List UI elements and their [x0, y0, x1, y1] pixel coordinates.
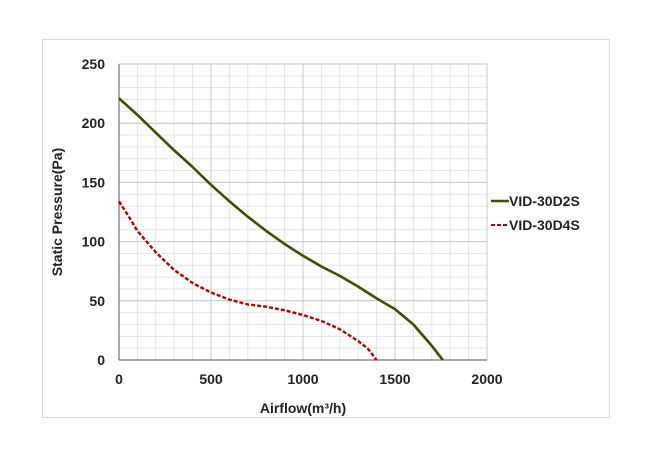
x-tick-label: 0 — [115, 371, 123, 387]
x-axis-title: Airflow(m³/h) — [260, 400, 346, 416]
legend-label-1: VID-30D2S — [509, 193, 580, 209]
chart-frame: 0 500 1000 1500 2000 0 50 100 150 200 250 Airflow… — [42, 39, 610, 418]
series-line-1 — [118, 97, 444, 361]
legend-label-2: VID-30D4S — [509, 217, 580, 233]
series-lines — [117, 97, 444, 361]
series-line-2 — [117, 200, 378, 361]
y-tick-label: 0 — [97, 352, 105, 368]
x-tick-label: 2000 — [471, 371, 502, 387]
y-axis-title: Static Pressure(Pa) — [49, 148, 65, 276]
y-tick-labels: 0 50 100 150 200 250 — [82, 56, 106, 368]
plot-axes — [118, 64, 487, 361]
y-tick-label: 200 — [82, 115, 106, 131]
x-tick-label: 500 — [199, 371, 223, 387]
legend: VID-30D2S VID-30D4S — [491, 193, 580, 233]
y-tick-label: 150 — [82, 174, 106, 190]
y-tick-label: 100 — [82, 234, 106, 250]
x-tick-label: 1500 — [379, 371, 410, 387]
x-tick-labels: 0 500 1000 1500 2000 — [115, 371, 503, 387]
y-tick-label: 250 — [82, 56, 106, 72]
x-tick-label: 1000 — [287, 371, 318, 387]
line-chart: 0 500 1000 1500 2000 0 50 100 150 200 250 Airflow… — [49, 56, 580, 416]
y-tick-label: 50 — [89, 293, 105, 309]
